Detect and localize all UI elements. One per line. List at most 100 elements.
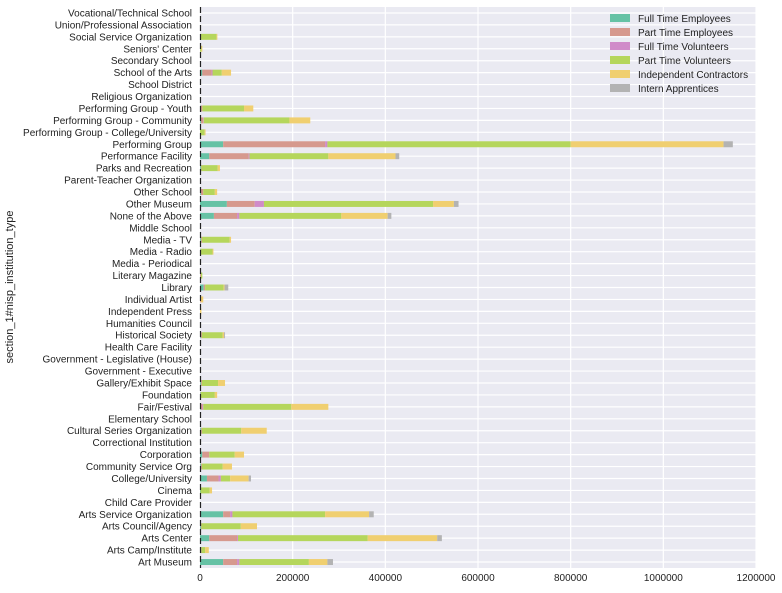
bar-segment	[200, 380, 201, 386]
bar-segment	[204, 129, 206, 136]
bar-segment	[237, 559, 240, 566]
bar-segment	[723, 141, 733, 148]
x-tick-label: 800000	[554, 573, 588, 584]
y-tick-label: Elementary School	[108, 414, 192, 425]
bar-segment	[202, 105, 245, 112]
y-tick-label: Cinema	[158, 486, 193, 497]
bar-segment	[387, 212, 392, 219]
bar-segment	[395, 153, 400, 160]
y-tick-label: Parks and Recreation	[96, 164, 192, 175]
y-tick-label: College/University	[111, 474, 192, 485]
bar-segment	[200, 69, 203, 76]
bar-segment	[341, 212, 388, 219]
bar-segment	[203, 403, 292, 410]
y-tick-label: Vocational/Technical School	[68, 8, 192, 19]
bar-segment	[433, 200, 454, 207]
bar-segment	[224, 332, 226, 339]
bar-segment	[234, 451, 245, 458]
bar-segment	[325, 511, 370, 518]
bar-segment	[308, 559, 328, 566]
bar-segment	[200, 487, 210, 494]
bar-segment	[200, 165, 202, 172]
bar-segment	[201, 236, 230, 243]
bar-segment	[201, 523, 241, 530]
bar-segment	[209, 487, 213, 494]
legend-label: Part Time Volunteers	[638, 56, 731, 67]
bars	[200, 33, 733, 566]
bar-segment	[367, 535, 438, 542]
bar-segment	[369, 511, 374, 518]
bar-segment	[209, 451, 235, 458]
bar-segment	[218, 380, 226, 386]
legend-label: Full Time Volunteers	[638, 42, 729, 53]
bar-segment	[570, 141, 724, 148]
legend-swatch	[610, 70, 630, 78]
bar-segment	[248, 153, 250, 160]
y-tick-label: Government - Legislative (House)	[42, 355, 192, 366]
bar-segment	[200, 272, 203, 279]
y-tick-label: Religious Organization	[91, 92, 192, 103]
y-tick-label: Correctional Institution	[93, 438, 193, 449]
bar-segment	[200, 248, 213, 255]
bar-segment	[200, 391, 215, 398]
bar-segment	[223, 141, 326, 148]
bar-segment	[244, 105, 254, 112]
bar-segment	[201, 165, 218, 172]
legend-label: Full Time Employees	[638, 14, 731, 25]
bar-segment	[200, 236, 201, 243]
legend-swatch	[610, 28, 630, 36]
bar-segment	[200, 236, 202, 243]
legend-label: Part Time Employees	[638, 28, 733, 39]
bar-segment	[200, 105, 203, 112]
bar-segment	[200, 296, 204, 303]
x-tick-labels: 0 200000 400000 600000 800000 1000000 1200000	[197, 573, 776, 584]
bar-segment	[222, 332, 225, 339]
x-tick-label: 1000000	[644, 573, 683, 584]
x-tick-label: 600000	[461, 573, 495, 584]
y-tick-label: Arts Center	[141, 534, 192, 545]
bar-segment	[200, 117, 204, 124]
bar-segment	[200, 153, 210, 160]
y-tick-labels: Vocational/Technical SchoolUnion/Profess…	[23, 8, 193, 568]
bar-segment	[327, 559, 333, 566]
bar-segment	[249, 153, 329, 160]
y-tick-label: Art Museum	[138, 558, 192, 569]
legend-swatch	[610, 14, 630, 22]
y-tick-label: Other School	[134, 188, 192, 199]
bar-segment	[214, 189, 218, 195]
bar-segment	[200, 523, 201, 530]
y-tick-label: Child Care Provider	[105, 498, 193, 509]
bar-segment	[220, 475, 231, 482]
bar-segment	[263, 200, 434, 207]
bar-segment	[221, 69, 232, 76]
bar-segment	[201, 380, 219, 386]
bar-segment	[201, 332, 223, 339]
y-tick-label: Corporation	[140, 450, 192, 461]
y-tick-label: Cultural Series Organization	[67, 426, 192, 437]
bar-segment	[437, 535, 442, 542]
bar-segment	[201, 45, 203, 52]
bar-segment	[201, 463, 223, 470]
y-tick-label: Arts Council/Agency	[102, 522, 192, 533]
bar-segment	[200, 403, 203, 410]
y-tick-label: Secondary School	[111, 56, 192, 67]
bar-segment	[200, 535, 210, 542]
bar-segment	[217, 165, 220, 172]
y-tick-label: Gallery/Exhibit Space	[96, 378, 192, 389]
bar-segment	[211, 69, 213, 76]
y-tick-label: Literary Magazine	[113, 271, 193, 282]
y-tick-label: Other Museum	[126, 199, 192, 210]
bar-segment	[230, 475, 249, 482]
y-tick-label: Parent-Teacher Organization	[64, 176, 192, 187]
bar-segment	[229, 236, 232, 243]
legend-swatch	[610, 56, 630, 64]
y-tick-label: Performance Facility	[101, 152, 192, 163]
bar-segment	[203, 284, 206, 291]
bar-segment	[203, 117, 290, 124]
y-tick-label: Individual Artist	[125, 295, 192, 306]
y-tick-label: School District	[128, 80, 192, 91]
y-tick-label: Middle School	[129, 223, 192, 234]
bar-segment	[200, 463, 202, 470]
bar-segment	[200, 451, 203, 458]
